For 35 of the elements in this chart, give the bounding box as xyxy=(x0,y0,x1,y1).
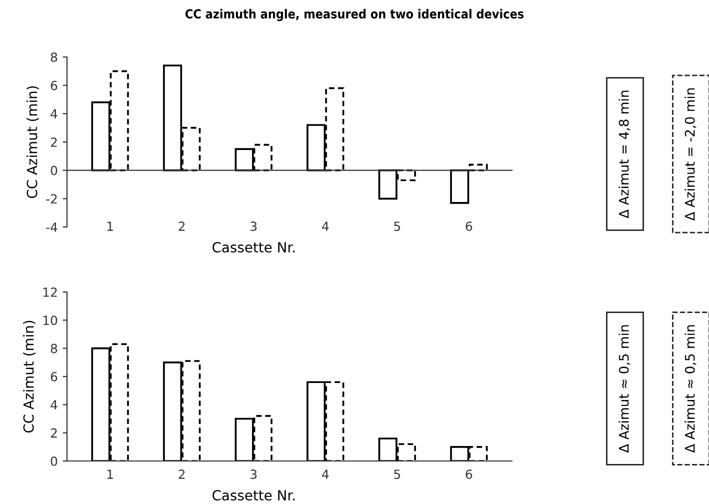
y-tick-label: 8 xyxy=(50,52,58,62)
x-tick-label: 3 xyxy=(250,222,257,232)
y-tick-label: 10 xyxy=(43,316,58,326)
y-tick-label: 12 xyxy=(43,287,57,297)
y-tick-label: 2 xyxy=(50,137,57,147)
text: Δ Azimut = -2,0 min xyxy=(684,88,696,221)
x-tick-label: 1 xyxy=(107,470,113,479)
y-axis-title: CC Azimut (min) xyxy=(23,320,36,433)
chart-title: CC azimuth angle, measured on two identical devices xyxy=(185,8,524,22)
y-tick-label: 4 xyxy=(50,109,58,118)
x-tick-label: 1 xyxy=(107,222,113,231)
y-tick-label: 8 xyxy=(50,344,58,354)
x-tick-label: 6 xyxy=(466,222,472,232)
x-tick-label: 5 xyxy=(394,470,400,480)
y-tick-label: -2 xyxy=(46,194,57,204)
x-axis-title: Cassette Nr. xyxy=(212,242,295,253)
x-tick-label: 4 xyxy=(322,222,329,231)
x-tick-label: 5 xyxy=(394,222,400,232)
y-tick-label: 6 xyxy=(50,80,58,90)
x-axis-title: Cassette Nr. xyxy=(212,490,295,501)
x-tick-label: 3 xyxy=(250,470,257,480)
y-tick-label: -4 xyxy=(46,222,58,232)
y-tick-label: 0 xyxy=(50,456,58,466)
text: Δ Azimut ≈ 0,5 min xyxy=(618,325,630,453)
y-tick-label: 6 xyxy=(50,372,58,382)
x-tick-label: 2 xyxy=(178,470,185,479)
x-tick-label: 4 xyxy=(322,470,329,479)
x-tick-label: 2 xyxy=(178,222,185,231)
y-axis-title: CC Azimut (min) xyxy=(26,86,39,198)
x-tick-label: 6 xyxy=(466,470,472,480)
y-tick-label: 2 xyxy=(50,428,57,438)
text: Δ Azimut ≈ 0,5 min xyxy=(684,325,696,453)
y-tick-label: 4 xyxy=(50,400,58,410)
y-tick-label: 0 xyxy=(50,166,58,176)
text: Δ Azimut = 4,8 min xyxy=(618,90,630,218)
